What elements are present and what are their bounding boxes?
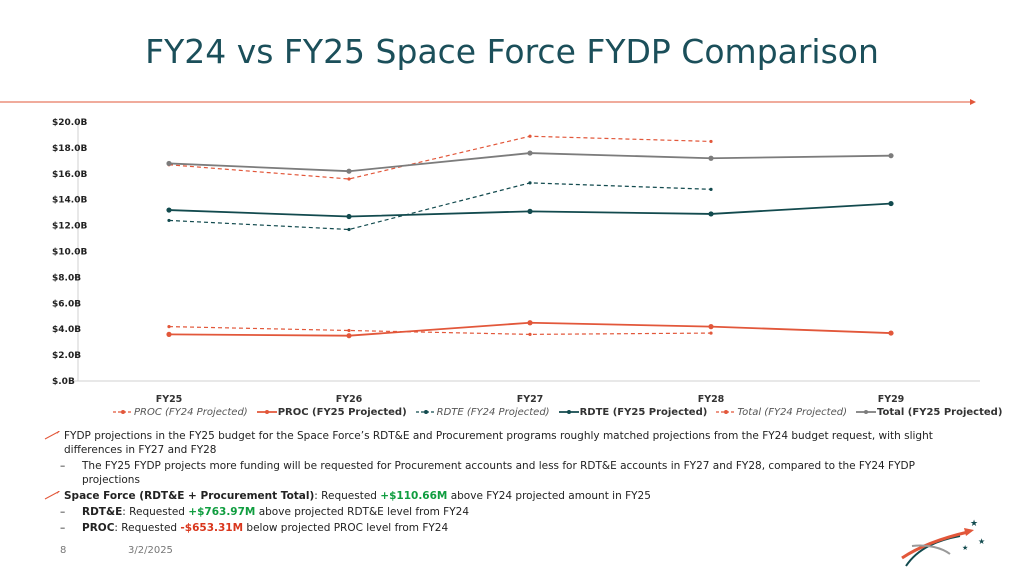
x-tick-label: FY25 xyxy=(156,394,183,405)
x-tick-label: FY28 xyxy=(698,394,725,405)
legend-swatch xyxy=(113,410,133,414)
sub-bullet-proc: – PROC: Requested -$653.31M below projec… xyxy=(44,521,944,535)
svg-text:★: ★ xyxy=(962,544,968,552)
page-number: 8 xyxy=(60,545,67,556)
legend-item: Total (FY25 Projected) xyxy=(855,407,1002,418)
legend-label: PROC (FY24 Projected) xyxy=(134,407,248,418)
data-point-series-3 xyxy=(888,200,894,207)
space-force-logo: ★ ★ ★ xyxy=(901,519,985,567)
series-line-5 xyxy=(168,152,892,173)
legend-item: RDTE (FY24 Projected) xyxy=(415,407,550,418)
data-point-series-1 xyxy=(708,324,714,330)
slide-title: FY24 vs FY25 Space Force FYDP Comparison xyxy=(145,32,879,71)
legend-item: PROC (FY24 Projected) xyxy=(112,407,248,418)
legend-item: PROC (FY25 Projected) xyxy=(256,407,407,418)
y-tick-label: $16.0B xyxy=(52,170,87,180)
data-point-series-4 xyxy=(347,177,351,181)
data-point-series-4 xyxy=(709,139,713,144)
data-point-series-5 xyxy=(708,155,714,161)
notes-section: FYDP projections in the FY25 budget for … xyxy=(44,429,944,537)
bullet-space-force-total: Space Force (RDT&E + Procurement Total):… xyxy=(44,489,944,503)
legend-label: RDTE (FY24 Projected) xyxy=(436,407,550,418)
legend-swatch xyxy=(558,410,579,414)
data-point-series-1 xyxy=(527,320,533,326)
dash-marker: – xyxy=(60,460,66,472)
bullet-text-post: above FY24 projected amount in FY25 xyxy=(447,490,651,502)
legend-label: Total (FY24 Projected) xyxy=(737,407,847,418)
legend-item: RDTE (FY25 Projected) xyxy=(558,407,708,418)
data-point-series-4 xyxy=(528,134,532,138)
dash-marker: – xyxy=(60,506,66,518)
x-tick-label: FY29 xyxy=(878,394,905,405)
series-line-0 xyxy=(168,326,712,335)
arrow-bullet-icon xyxy=(44,431,60,440)
legend-swatch xyxy=(415,410,436,414)
total-delta-value: +$110.66M xyxy=(380,490,448,502)
data-point-series-1 xyxy=(166,331,172,337)
data-point-series-2 xyxy=(347,227,351,232)
y-tick-label: $14.0B xyxy=(52,196,87,206)
data-point-series-2 xyxy=(528,181,532,185)
data-point-series-0 xyxy=(167,325,171,329)
svg-text:★: ★ xyxy=(978,537,985,546)
y-tick-label: $18.0B xyxy=(52,144,87,154)
bullet-text-pre: : Requested xyxy=(314,490,381,502)
y-tick-label: $8.0B xyxy=(52,273,81,283)
y-tick-label: $2.0B xyxy=(52,351,81,361)
dash-marker: – xyxy=(60,522,66,534)
slide-date: 3/2/2025 xyxy=(128,545,173,556)
chart-legend: PROC (FY24 Projected) PROC (FY25 Projecte… xyxy=(112,407,1010,418)
x-tick-label: FY27 xyxy=(517,394,544,405)
rdte-delta-value: +$763.97M xyxy=(188,506,256,518)
data-point-series-2 xyxy=(167,218,171,223)
sub-bullet-text: The FY25 FYDP projects more funding will… xyxy=(82,460,915,486)
data-point-series-3 xyxy=(527,208,533,214)
legend-swatch xyxy=(256,410,277,414)
fydp-line-chart: $.0B $2.0B $4.0B $6.0B $8.0B $10.0B $12.0B $14.… xyxy=(52,118,980,405)
data-point-series-3 xyxy=(708,211,714,217)
sub-bullet-text-post: above projected RDT&E level from FY24 xyxy=(255,506,469,518)
arrow-bullet-icon xyxy=(44,491,60,500)
sub-bullet-text-pre: : Requested xyxy=(114,522,181,534)
y-tick-label: $4.0B xyxy=(52,325,81,335)
series-line-4 xyxy=(168,135,712,180)
data-point-series-0 xyxy=(347,328,351,333)
sub-bullet-label: RDT&E xyxy=(82,506,123,518)
proc-delta-value: -$653.31M xyxy=(180,522,244,534)
y-tick-label: $12.0B xyxy=(52,222,87,232)
series-line-2 xyxy=(168,182,712,231)
sub-bullet-text-post: below projected PROC level from FY24 xyxy=(243,522,449,534)
data-point-series-0 xyxy=(709,331,713,335)
bullet-text: FYDP projections in the FY25 budget for … xyxy=(64,430,933,456)
y-tick-label: $10.0B xyxy=(52,248,87,258)
data-point-series-5 xyxy=(166,160,172,167)
sub-bullet-text-pre: : Requested xyxy=(122,506,189,518)
data-point-series-5 xyxy=(888,153,894,159)
data-point-series-5 xyxy=(346,168,352,174)
legend-label: Total (FY25 Projected) xyxy=(877,407,1003,418)
bullet-fydp-projections: FYDP projections in the FY25 budget for … xyxy=(44,429,944,457)
data-point-series-2 xyxy=(709,187,713,191)
data-point-series-0 xyxy=(528,332,532,336)
legend-swatch xyxy=(856,410,876,414)
data-point-series-1 xyxy=(888,330,894,336)
sub-bullet-rdte: – RDT&E: Requested +$763.97M above proje… xyxy=(44,505,944,519)
legend-swatch xyxy=(716,410,737,414)
data-point-series-1 xyxy=(346,333,352,339)
data-point-series-3 xyxy=(166,207,172,213)
data-point-series-5 xyxy=(527,150,533,156)
sub-bullet-procurement-trend: – The FY25 FYDP projects more funding wi… xyxy=(44,459,944,487)
data-point-series-3 xyxy=(346,213,352,220)
y-tick-label: $6.0B xyxy=(52,299,81,309)
title-divider xyxy=(0,99,976,105)
x-tick-label: FY26 xyxy=(336,394,363,405)
svg-text:★: ★ xyxy=(970,519,978,529)
bullet-label: Space Force (RDT&E + Procurement Total) xyxy=(64,490,315,502)
legend-label: PROC (FY25 Projected) xyxy=(277,407,407,418)
y-tick-label: $.0B xyxy=(52,377,75,387)
sub-bullet-label: PROC xyxy=(82,522,115,534)
legend-label: RDTE (FY25 Projected) xyxy=(579,407,708,418)
y-tick-label: $20.0B xyxy=(52,118,87,128)
legend-item: Total (FY24 Projected) xyxy=(715,407,847,418)
